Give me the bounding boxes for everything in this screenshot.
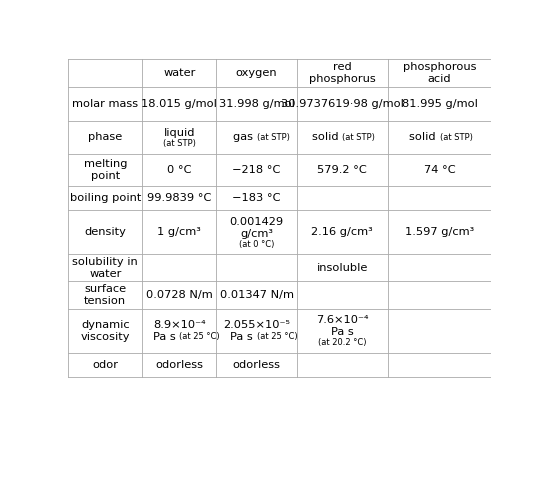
Text: viscosity: viscosity bbox=[80, 332, 130, 342]
Text: 2.16 g/cm³: 2.16 g/cm³ bbox=[311, 227, 373, 237]
Text: 31.998 g/mol: 31.998 g/mol bbox=[218, 99, 294, 109]
Text: Pa s: Pa s bbox=[230, 332, 257, 342]
Text: phosphorus: phosphorus bbox=[309, 74, 376, 84]
Text: (at 25 °C): (at 25 °C) bbox=[179, 332, 220, 341]
Text: (at 20.2 °C): (at 20.2 °C) bbox=[318, 338, 366, 347]
Text: 0 °C: 0 °C bbox=[167, 165, 192, 175]
Text: odorless: odorless bbox=[233, 360, 281, 370]
Text: 18.015 g/mol: 18.015 g/mol bbox=[141, 99, 217, 109]
Text: acid: acid bbox=[428, 74, 452, 84]
Text: (at 0 °C): (at 0 °C) bbox=[239, 240, 274, 249]
Text: boiling point: boiling point bbox=[69, 193, 141, 203]
Text: red: red bbox=[333, 62, 352, 72]
Text: surface: surface bbox=[84, 284, 126, 294]
Text: −218 °C: −218 °C bbox=[233, 165, 281, 175]
Text: Pa s: Pa s bbox=[331, 328, 354, 337]
Text: 0.0728 N/m: 0.0728 N/m bbox=[146, 290, 213, 300]
Text: (at STP): (at STP) bbox=[163, 139, 196, 148]
Text: 1 g/cm³: 1 g/cm³ bbox=[157, 227, 201, 237]
Text: 81.995 g/mol: 81.995 g/mol bbox=[402, 99, 478, 109]
Text: 30.9737619·98 g/mol: 30.9737619·98 g/mol bbox=[281, 99, 403, 109]
Text: 74 °C: 74 °C bbox=[424, 165, 455, 175]
Text: 0.001429: 0.001429 bbox=[229, 216, 283, 227]
Text: dynamic: dynamic bbox=[81, 320, 129, 329]
Text: (at STP): (at STP) bbox=[257, 133, 289, 142]
Text: 8.9×10⁻⁴: 8.9×10⁻⁴ bbox=[153, 320, 206, 329]
Text: 7.6×10⁻⁴: 7.6×10⁻⁴ bbox=[316, 315, 369, 325]
Text: gas: gas bbox=[233, 132, 257, 142]
Text: liquid: liquid bbox=[164, 128, 195, 138]
Text: water: water bbox=[163, 68, 195, 78]
Text: solid: solid bbox=[312, 132, 342, 142]
Text: phosphorous: phosphorous bbox=[403, 62, 476, 72]
Text: odorless: odorless bbox=[155, 360, 203, 370]
Text: molar mass: molar mass bbox=[72, 99, 138, 109]
Text: 0.01347 N/m: 0.01347 N/m bbox=[219, 290, 294, 300]
Text: phase: phase bbox=[88, 132, 122, 142]
Text: 2.055×10⁻⁵: 2.055×10⁻⁵ bbox=[223, 320, 290, 329]
Text: solid: solid bbox=[410, 132, 440, 142]
Text: insoluble: insoluble bbox=[317, 263, 368, 273]
Text: 1.597 g/cm³: 1.597 g/cm³ bbox=[405, 227, 474, 237]
Text: tension: tension bbox=[84, 296, 126, 306]
Text: (at STP): (at STP) bbox=[440, 133, 472, 142]
Text: 579.2 °C: 579.2 °C bbox=[317, 165, 367, 175]
Text: odor: odor bbox=[92, 360, 118, 370]
Text: Pa s: Pa s bbox=[153, 332, 179, 342]
Text: oxygen: oxygen bbox=[236, 68, 277, 78]
Text: point: point bbox=[91, 171, 120, 181]
Text: melting: melting bbox=[84, 159, 127, 168]
Text: solubility in: solubility in bbox=[73, 256, 138, 267]
Text: (at STP): (at STP) bbox=[342, 133, 375, 142]
Text: density: density bbox=[84, 227, 126, 237]
Text: −183 °C: −183 °C bbox=[232, 193, 281, 203]
Text: 99.9839 °C: 99.9839 °C bbox=[147, 193, 211, 203]
Text: water: water bbox=[89, 269, 121, 279]
Text: g/cm³: g/cm³ bbox=[240, 229, 273, 239]
Text: (at 25 °C): (at 25 °C) bbox=[257, 332, 297, 341]
